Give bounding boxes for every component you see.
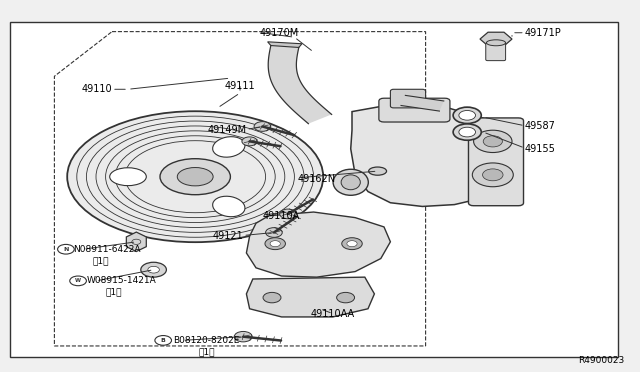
- Polygon shape: [246, 277, 374, 317]
- Circle shape: [263, 292, 281, 303]
- Ellipse shape: [160, 159, 230, 195]
- Text: 49170M: 49170M: [259, 29, 298, 38]
- Text: 49155: 49155: [525, 144, 556, 154]
- Text: 49110A: 49110A: [262, 211, 300, 221]
- Ellipse shape: [333, 169, 369, 195]
- Circle shape: [265, 238, 285, 250]
- Ellipse shape: [369, 167, 387, 175]
- Text: 49171P: 49171P: [525, 29, 561, 38]
- Circle shape: [254, 122, 271, 131]
- FancyBboxPatch shape: [486, 43, 506, 61]
- Text: 49111: 49111: [225, 81, 255, 90]
- Ellipse shape: [177, 167, 213, 186]
- Circle shape: [483, 169, 503, 181]
- Circle shape: [459, 110, 476, 120]
- Circle shape: [453, 107, 481, 124]
- Ellipse shape: [341, 175, 360, 190]
- Circle shape: [459, 127, 476, 137]
- Circle shape: [337, 292, 355, 303]
- Text: 49162N: 49162N: [298, 174, 336, 183]
- Polygon shape: [401, 95, 444, 111]
- Circle shape: [266, 228, 282, 237]
- Circle shape: [453, 124, 481, 140]
- Ellipse shape: [486, 40, 506, 46]
- Text: W: W: [75, 278, 81, 283]
- Circle shape: [270, 241, 280, 247]
- Circle shape: [472, 163, 513, 187]
- Text: 〈1〉: 〈1〉: [106, 288, 122, 296]
- Text: 49149M: 49149M: [207, 125, 246, 135]
- Circle shape: [148, 266, 159, 273]
- FancyBboxPatch shape: [10, 22, 618, 357]
- Circle shape: [58, 244, 74, 254]
- Circle shape: [234, 331, 252, 342]
- Text: N: N: [63, 247, 68, 252]
- Circle shape: [242, 137, 257, 146]
- Polygon shape: [351, 104, 512, 206]
- FancyBboxPatch shape: [390, 89, 426, 108]
- Circle shape: [70, 276, 86, 286]
- Circle shape: [155, 336, 172, 345]
- Text: 49121: 49121: [212, 231, 243, 241]
- Circle shape: [280, 209, 296, 219]
- Polygon shape: [268, 45, 332, 124]
- Polygon shape: [268, 42, 302, 48]
- FancyBboxPatch shape: [468, 118, 524, 206]
- Text: R4900023: R4900023: [578, 356, 624, 365]
- Text: B08120-8202E: B08120-8202E: [173, 336, 239, 345]
- Polygon shape: [246, 212, 390, 277]
- Ellipse shape: [109, 168, 147, 186]
- Text: 〈1〉: 〈1〉: [198, 347, 215, 356]
- Circle shape: [474, 130, 512, 153]
- Circle shape: [483, 136, 502, 147]
- Polygon shape: [480, 32, 512, 46]
- Ellipse shape: [212, 196, 245, 217]
- Ellipse shape: [212, 137, 245, 157]
- Text: 〈1〉: 〈1〉: [93, 256, 109, 265]
- Polygon shape: [126, 232, 147, 251]
- Circle shape: [141, 262, 166, 277]
- Ellipse shape: [67, 111, 323, 242]
- Text: 49110: 49110: [81, 84, 112, 94]
- Text: 49110AA: 49110AA: [311, 310, 355, 319]
- Text: 49587: 49587: [525, 122, 556, 131]
- Text: W08915-1421A: W08915-1421A: [86, 276, 156, 285]
- Text: B: B: [161, 338, 166, 343]
- Text: N08911-6422A: N08911-6422A: [74, 245, 141, 254]
- Circle shape: [342, 238, 362, 250]
- FancyBboxPatch shape: [379, 98, 450, 122]
- Circle shape: [347, 241, 357, 247]
